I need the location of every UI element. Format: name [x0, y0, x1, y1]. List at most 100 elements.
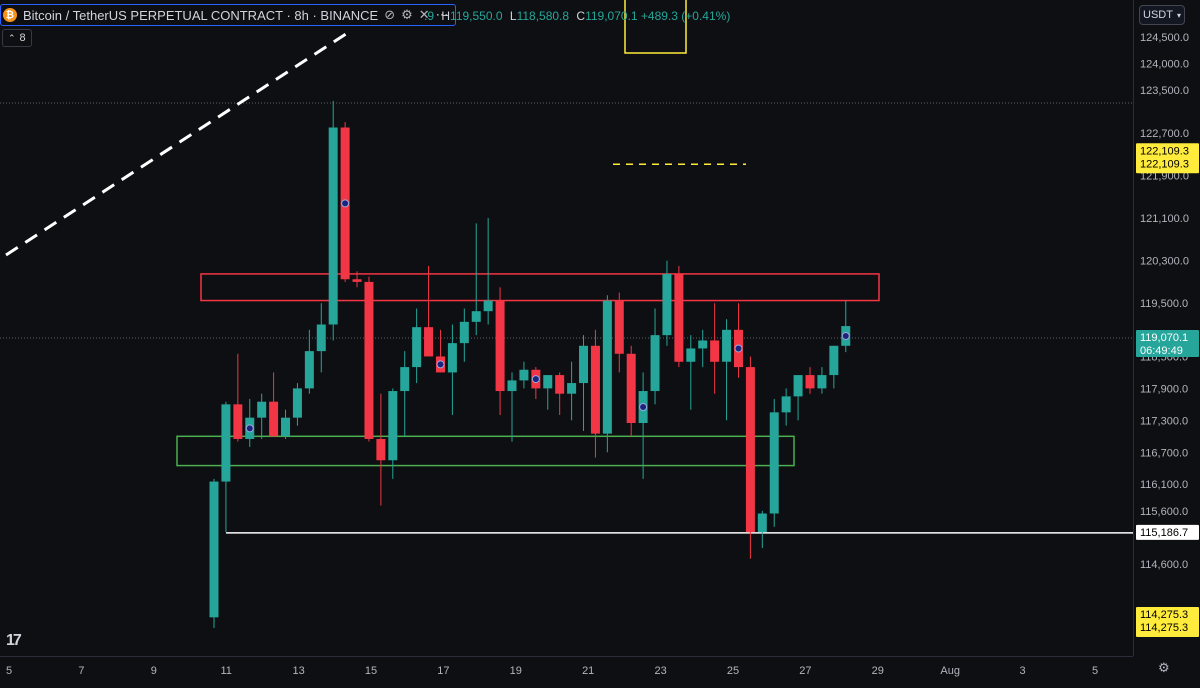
resistance-zone[interactable] — [200, 273, 880, 302]
candle-body — [555, 375, 565, 394]
event-marker[interactable] — [531, 375, 540, 384]
candle[interactable] — [281, 409, 291, 439]
chart-area[interactable]: ₿ Bitcoin / TetherUS PERPETUAL CONTRACT … — [0, 0, 1133, 656]
candle[interactable] — [817, 367, 827, 394]
event-marker[interactable] — [841, 331, 850, 340]
currency-selector[interactable]: USDT ▾ — [1139, 5, 1185, 25]
more-options-icon[interactable]: ⋯ — [435, 7, 449, 22]
time-tick-label: 25 — [727, 665, 739, 677]
target-price-label-text: 122,109.3 — [1140, 145, 1189, 157]
candle[interactable] — [245, 399, 255, 447]
candle[interactable] — [769, 399, 779, 527]
candle[interactable] — [328, 100, 338, 341]
candle[interactable] — [698, 329, 708, 368]
candle[interactable] — [793, 375, 803, 421]
target-price-label-bg — [1136, 143, 1199, 174]
candle[interactable] — [841, 300, 851, 353]
candle[interactable] — [674, 265, 684, 368]
event-marker[interactable] — [734, 344, 743, 353]
candle[interactable] — [602, 295, 612, 453]
price-tick-label: 123,500.0 — [1140, 85, 1189, 97]
support-price-label[interactable]: 115,186.7 — [1136, 524, 1199, 540]
candle-body — [662, 273, 672, 336]
candle[interactable] — [733, 303, 743, 378]
chart-settings-gear-icon[interactable]: ⚙ — [1158, 660, 1170, 675]
candle[interactable] — [722, 319, 732, 421]
candle[interactable] — [400, 351, 410, 437]
candle-body — [269, 401, 279, 437]
current-price-label[interactable]: 119,070.106:49:49 — [1136, 330, 1199, 357]
candle[interactable] — [662, 260, 672, 346]
candle[interactable] — [710, 303, 720, 394]
candle[interactable] — [495, 287, 505, 416]
candle[interactable] — [483, 218, 493, 325]
candle-body — [352, 279, 362, 282]
candle[interactable] — [221, 401, 231, 533]
candle[interactable] — [507, 372, 517, 442]
eye-hide-icon[interactable]: ⊘ — [384, 7, 396, 22]
event-marker[interactable] — [639, 403, 648, 412]
candle[interactable] — [626, 345, 636, 437]
candle[interactable] — [459, 308, 469, 362]
support-zone[interactable] — [176, 435, 795, 467]
candle[interactable] — [471, 223, 481, 336]
candle[interactable] — [269, 372, 279, 437]
tradingview-logo-icon[interactable]: 17 — [6, 632, 22, 649]
symbol-title[interactable]: Bitcoin / TetherUS PERPETUAL CONTRACT · … — [23, 7, 379, 23]
price-chart[interactable] — [0, 0, 1133, 656]
event-marker[interactable] — [436, 360, 445, 369]
time-tick-label: 27 — [799, 665, 811, 677]
candle[interactable] — [209, 478, 219, 628]
candle-body — [793, 375, 803, 397]
event-marker[interactable] — [245, 424, 254, 433]
time-tick-label: Aug — [940, 665, 960, 677]
candle[interactable] — [376, 393, 386, 506]
candle-body — [328, 127, 338, 325]
candle[interactable] — [555, 372, 565, 416]
candle[interactable] — [233, 353, 243, 442]
candle[interactable] — [412, 308, 422, 384]
candle[interactable] — [781, 388, 791, 426]
candle[interactable] — [567, 361, 577, 421]
candle[interactable] — [447, 324, 457, 416]
candle[interactable] — [650, 308, 660, 405]
candle[interactable] — [579, 335, 589, 431]
candle[interactable] — [304, 329, 314, 394]
candle[interactable] — [590, 329, 600, 458]
candle-body — [710, 340, 720, 362]
candle[interactable] — [292, 383, 302, 426]
candle-body — [686, 348, 696, 362]
indicator-toggle[interactable]: ⌃ 8 — [2, 29, 32, 47]
candle[interactable] — [543, 375, 553, 410]
low-price-label-text: 114,275.3 — [1140, 609, 1188, 621]
time-axis[interactable]: 5 7 9 11 13 15 17 19 21 23 25 27 29 Aug 3 5 — [0, 656, 1133, 682]
candle[interactable] — [257, 393, 267, 439]
candle-body — [376, 438, 386, 461]
highlight-rectangle[interactable] — [624, 0, 687, 54]
candle[interactable] — [745, 356, 755, 559]
candle-body — [483, 300, 493, 312]
candle-body — [626, 353, 636, 423]
candle[interactable] — [829, 345, 839, 389]
low-value: 118,580.8 — [516, 9, 570, 23]
candle[interactable] — [519, 361, 529, 389]
price-axis[interactable]: 124,500.0 124,000.0 123,500.0 122,700.0 121,… — [1133, 0, 1200, 656]
settings-icon[interactable]: ⚙ — [401, 7, 413, 22]
current-price-label-bg — [1136, 330, 1199, 357]
candle[interactable] — [364, 276, 374, 442]
candle[interactable] — [686, 335, 696, 410]
candle[interactable] — [352, 271, 362, 288]
trend-line-dashed[interactable] — [5, 28, 353, 257]
candle[interactable] — [388, 388, 398, 479]
candle[interactable] — [316, 303, 326, 373]
symbol-legend[interactable]: ₿ Bitcoin / TetherUS PERPETUAL CONTRACT … — [0, 4, 456, 26]
candle[interactable] — [614, 292, 624, 373]
candle[interactable] — [424, 265, 434, 357]
candle[interactable] — [805, 367, 815, 394]
remove-icon[interactable]: ✕ — [418, 7, 430, 22]
candle[interactable] — [638, 372, 648, 479]
candle[interactable] — [757, 510, 767, 549]
event-marker[interactable] — [341, 199, 350, 208]
